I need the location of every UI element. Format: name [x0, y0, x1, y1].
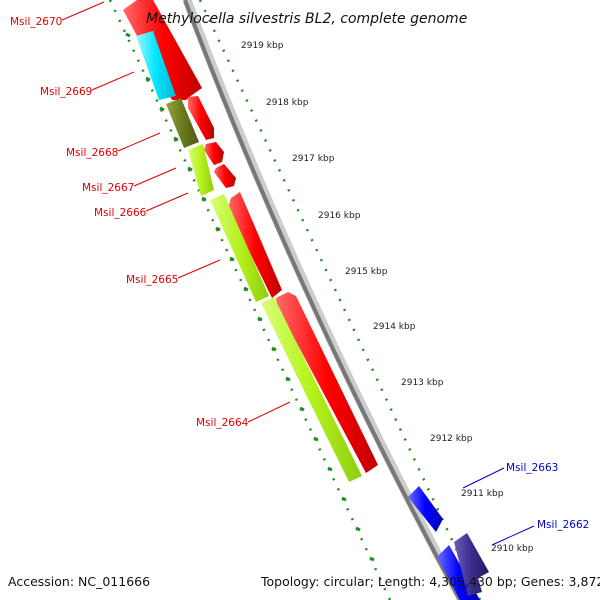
gene-labels-plus: Msil_2663 Msil_2662 — [506, 462, 589, 531]
kbp-label: 2915 kbp — [345, 267, 388, 277]
ruler-dashes — [125, 32, 375, 562]
gene-block-lime-3 — [261, 297, 362, 482]
kbp-tick-labels: 2919 kbp 2918 kbp 2917 kbp 2916 kbp 2915… — [241, 41, 534, 554]
gene-block-cyan — [136, 31, 176, 100]
cds-forward-1 — [123, 0, 202, 100]
gene-label: Msil_2663 — [506, 462, 558, 474]
gene-block-lime-1 — [188, 144, 214, 196]
gene-label: Msil_2664 — [196, 417, 249, 429]
kbp-label: 2912 kbp — [430, 434, 473, 444]
kbp-label: 2910 kbp — [491, 544, 534, 554]
gene-block-blue-1 — [408, 486, 443, 532]
genome-backbone — [182, 0, 466, 600]
cds-forward-4 — [214, 164, 236, 188]
gene-label: Msil_2667 — [82, 182, 134, 194]
plus-strand-genes — [408, 486, 489, 600]
middle-dotted-ruler — [198, 0, 482, 600]
kbp-label: 2917 kbp — [292, 154, 335, 164]
gene-label: Msil_2670 — [10, 16, 62, 28]
cds-forward-3 — [204, 142, 224, 165]
gene-label: Msil_2665 — [126, 274, 178, 286]
inner-dotted-ruler — [108, 0, 392, 600]
map-title: Methylocella silvestris BL2, complete ge… — [146, 11, 467, 27]
cds-forward-6 — [276, 292, 378, 473]
gene-block-lime-2 — [210, 194, 269, 302]
gene-label: Msil_2668 — [66, 147, 118, 159]
gene-leader-lines-blue — [462, 467, 535, 546]
gene-leader-lines-red — [61, 1, 291, 423]
topology-label: Topology: circular; Length: 4,305,430 bp… — [260, 574, 600, 589]
kbp-label: 2916 kbp — [318, 211, 361, 221]
gene-label: Msil_2669 — [40, 86, 92, 98]
gene-blocks — [136, 31, 362, 482]
forward-strand-cds — [123, 0, 378, 473]
gene-label: Msil_2662 — [537, 519, 589, 531]
gene-label: Msil_2666 — [94, 207, 147, 219]
kbp-label: 2914 kbp — [373, 322, 416, 332]
accession-label: Accession: NC_011666 — [8, 574, 150, 589]
cds-forward-5 — [228, 192, 282, 298]
kbp-label: 2913 kbp — [401, 378, 444, 388]
cds-forward-2 — [188, 96, 214, 140]
gene-block-indigo — [454, 533, 489, 596]
gene-labels-minus: Msil_2670 Msil_2669 Msil_2668 Msil_2667 … — [10, 16, 249, 429]
kbp-label: 2919 kbp — [241, 41, 284, 51]
kbp-label: 2918 kbp — [266, 98, 309, 108]
kbp-label: 2911 kbp — [461, 489, 504, 499]
gene-block-olive — [166, 98, 199, 148]
